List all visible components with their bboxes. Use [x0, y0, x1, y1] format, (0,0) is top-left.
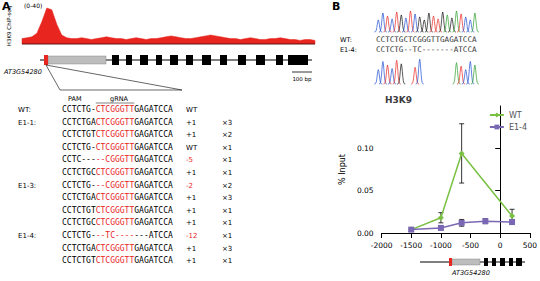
svg-text:0: 0 [498, 241, 503, 250]
svg-text:+1: +1 [186, 169, 196, 177]
svg-text:+1: +1 [186, 257, 196, 265]
svg-text:E1-3:: E1-3: [18, 182, 36, 190]
svg-text:+1: +1 [186, 131, 196, 139]
svg-text:CCTCTGACTCGGGTTGAGATCCA: CCTCTGACTCGGGTTGAGATCCA [62, 244, 173, 253]
svg-text:×1: ×1 [222, 144, 232, 152]
svg-text:B: B [332, 0, 340, 13]
svg-text:×1: ×1 [222, 207, 232, 215]
svg-text:CCTCTG--TC-------ATCCA: CCTCTG--TC-------ATCCA [376, 45, 477, 54]
svg-text:E1-4: E1-4 [509, 123, 527, 132]
svg-text:×2: ×2 [222, 131, 232, 139]
svg-text:WT:: WT: [18, 106, 31, 114]
svg-text:×1: ×1 [222, 156, 232, 164]
svg-text:PAM: PAM [68, 95, 82, 103]
svg-text:CCTCTGCTCGGGTTGAGATCCA: CCTCTGCTCGGGTTGAGATCCA [376, 35, 477, 44]
svg-text:×3: ×3 [222, 245, 232, 253]
svg-text:×1: ×1 [222, 232, 232, 240]
svg-text:CCTCTG-CTCGGGTTGAGATCCA: CCTCTG-CTCGGGTTGAGATCCA [62, 105, 173, 114]
svg-text:+1: +1 [186, 194, 196, 202]
svg-text:-1500: -1500 [400, 241, 422, 250]
svg-text:AT3G54280: AT3G54280 [451, 269, 490, 277]
svg-text:-2000: -2000 [371, 241, 393, 250]
svg-text:gRNA: gRNA [110, 95, 129, 103]
svg-text:-5: -5 [186, 156, 193, 164]
svg-text:CCTCTGACTCGGGTTGAGATCCA: CCTCTGACTCGGGTTGAGATCCA [62, 118, 173, 127]
svg-text:×2: ×2 [222, 182, 232, 190]
svg-text:CCTCTGTCTCGGGTTGAGATCCA: CCTCTGTCTCGGGTTGAGATCCA [62, 206, 173, 215]
svg-text:-2: -2 [186, 182, 193, 190]
svg-text:CCTCTG---TC-------ATCCA: CCTCTG---TC-------ATCCA [62, 231, 173, 240]
svg-text:0.00: 0.00 [357, 229, 374, 238]
svg-text:A: A [2, 0, 11, 13]
svg-text:-1000: -1000 [430, 241, 452, 250]
svg-text:(0-40): (0-40) [24, 2, 42, 9]
svg-text:CCTCTGCCTCGGGTTGAGATCCA: CCTCTGCCTCGGGTTGAGATCCA [62, 168, 173, 177]
svg-text:CCTCTGTCTCGGGTTGAGATCCA: CCTCTGTCTCGGGTTGAGATCCA [62, 130, 173, 139]
svg-text:+1: +1 [186, 119, 196, 127]
svg-text:×3: ×3 [222, 119, 232, 127]
svg-text:AT3G54280: AT3G54280 [3, 68, 42, 76]
svg-text:CCTC-----CGGGTTGAGATCCA: CCTC-----CGGGTTGAGATCCA [62, 155, 173, 164]
svg-text:WT: WT [186, 106, 198, 114]
svg-text:+1: +1 [186, 245, 196, 253]
svg-text:CCTCTG---CGGGTTGAGATCCA: CCTCTG---CGGGTTGAGATCCA [62, 181, 173, 190]
svg-text:×3: ×3 [222, 194, 232, 202]
svg-text:500: 500 [523, 241, 538, 250]
svg-text:WT: WT [509, 111, 522, 120]
svg-text:CCTCTGACTCGGGTTGAGATCCA: CCTCTGACTCGGGTTGAGATCCA [62, 193, 173, 202]
svg-text:WT: WT [186, 144, 198, 152]
svg-text:H3K9: H3K9 [385, 95, 412, 105]
svg-text:E1-4:: E1-4: [340, 46, 357, 54]
svg-text:% Input: % Input [338, 154, 347, 185]
svg-text:H3K9 ChIP-seq: H3K9 ChIP-seq [6, 6, 13, 46]
svg-text:0.10: 0.10 [357, 144, 374, 153]
svg-text:×1: ×1 [222, 219, 232, 227]
svg-text:100 bp: 100 bp [292, 76, 312, 83]
svg-text:E1-4:: E1-4: [18, 232, 36, 240]
svg-text:-500: -500 [462, 241, 479, 250]
svg-text:WT:: WT: [340, 36, 352, 44]
svg-text:+1: +1 [186, 207, 196, 215]
svg-text:-12: -12 [186, 232, 197, 240]
svg-text:+1: +1 [186, 219, 196, 227]
svg-text:CCTCTG-CTCGGGTTGAGATCCA: CCTCTG-CTCGGGTTGAGATCCA [62, 143, 173, 152]
svg-text:CCTCTGCCTCGGGTTGAGATCCA: CCTCTGCCTCGGGTTGAGATCCA [62, 218, 173, 227]
svg-text:E1-1:: E1-1: [18, 119, 36, 127]
svg-text:×1: ×1 [222, 169, 232, 177]
svg-text:0.05: 0.05 [357, 186, 374, 195]
svg-text:×1: ×1 [222, 257, 232, 265]
svg-text:CCTCTGTCTCGGGTTGAGATCCA: CCTCTGTCTCGGGTTGAGATCCA [62, 256, 173, 265]
